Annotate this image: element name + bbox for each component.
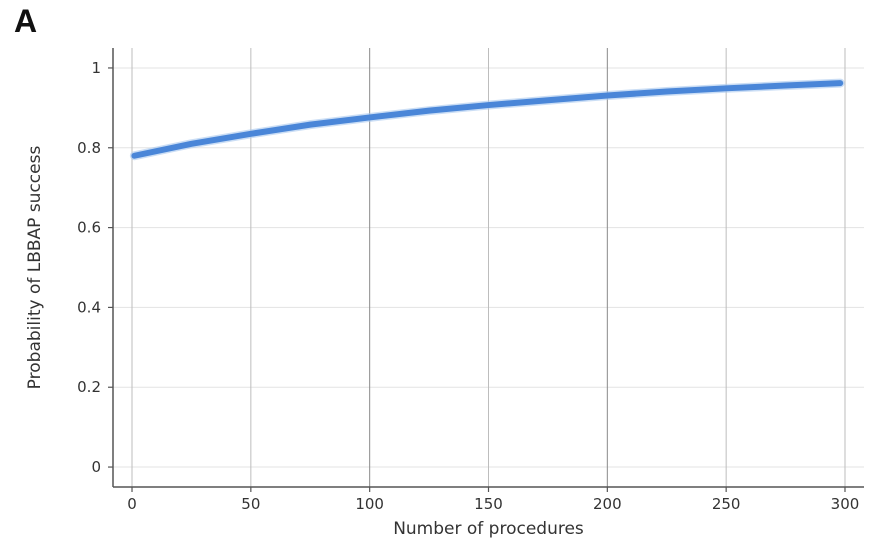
x-tick-label: 250 xyxy=(712,495,741,513)
x-tick-label: 100 xyxy=(355,495,384,513)
y-tick-label: 0.2 xyxy=(77,378,101,396)
x-tick-label: 0 xyxy=(127,495,137,513)
series-layer xyxy=(129,78,845,161)
x-tick-label: 300 xyxy=(831,495,860,513)
panel-label: A xyxy=(14,3,37,39)
y-tick-label: 1 xyxy=(91,59,101,77)
x-tick-label: 200 xyxy=(593,495,622,513)
series-line-halo xyxy=(129,78,845,161)
y-axis-title: Probability of LBBAP success xyxy=(25,146,45,390)
x-axis-title: Number of procedures xyxy=(393,519,584,539)
y-tick-label: 0.4 xyxy=(77,298,101,316)
y-tick-label: 0 xyxy=(91,458,101,476)
x-tick-label: 150 xyxy=(474,495,503,513)
tick-labels: 0 50 100 150 200 250 300 0 0.2 0.4 0.6 0.8 1 xyxy=(77,59,859,513)
y-tick-label: 0.8 xyxy=(77,139,101,157)
y-tick-label: 0.6 xyxy=(77,219,101,237)
x-tick-label: 50 xyxy=(241,495,260,513)
grid xyxy=(113,48,864,487)
series-line xyxy=(131,80,844,159)
axes xyxy=(108,48,864,492)
